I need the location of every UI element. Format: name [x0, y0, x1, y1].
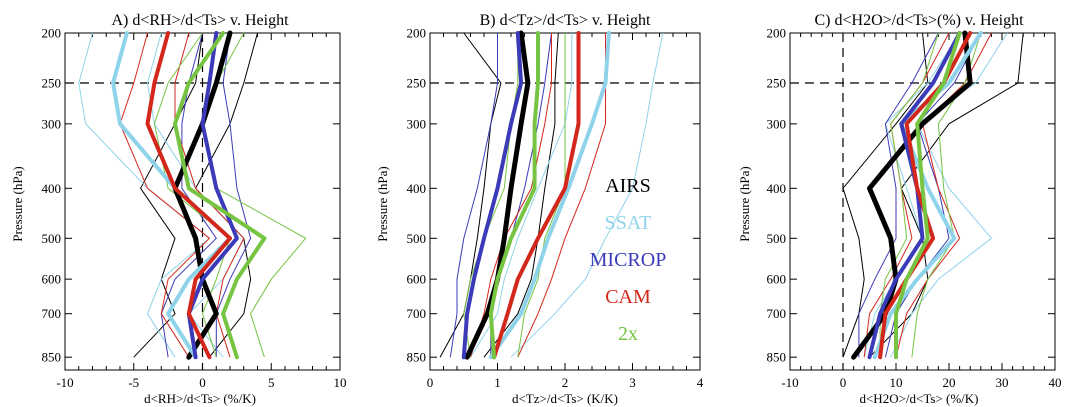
series-2x-lower-bound — [463, 33, 519, 358]
y-tick-label: 600 — [407, 272, 427, 287]
series-2x-line — [488, 31, 540, 360]
x-tick-label: 5 — [268, 375, 275, 390]
panel-a-title: A) d<RH>/d<Ts> v. Height — [111, 12, 289, 29]
y-tick-label: 400 — [42, 181, 62, 196]
x-tick-label: 0 — [840, 375, 847, 390]
x-tick-label: 10 — [890, 375, 903, 390]
y-tick-label: 300 — [407, 116, 427, 131]
series-airs-lower-bound — [842, 32, 929, 358]
x-tick-label: 20 — [943, 375, 956, 390]
y-tick-label: 850 — [42, 350, 62, 365]
panel-a-xlabel: d<RH>/d<Ts> (%/K) — [144, 391, 256, 406]
series-airs-upper-bound — [869, 32, 1024, 358]
y-tick-label: 400 — [767, 181, 787, 196]
y-tick-label: 700 — [767, 306, 787, 321]
panel-a-ylabel: Pressure (hPa) — [10, 166, 25, 241]
series-microp-line — [867, 31, 962, 360]
y-tick-label: 500 — [407, 231, 427, 246]
legend-entry-2x: 2x — [618, 323, 638, 345]
x-tick-label: 4 — [697, 375, 704, 390]
y-tick-label: 200 — [767, 26, 787, 41]
panel-b-xlabel: d<Tz>/d<Ts> (K/K) — [512, 391, 618, 406]
y-tick-label: 200 — [407, 26, 427, 41]
x-tick-label: 40 — [1049, 375, 1062, 390]
series-airs-line — [172, 30, 233, 360]
y-tick-label: 500 — [42, 231, 62, 246]
series-2x-line — [173, 31, 267, 360]
y-tick-label: 250 — [42, 75, 62, 90]
series-2x-lower-bound — [153, 32, 231, 358]
panel-c-ylabel: Pressure (hPa) — [737, 166, 752, 241]
legend-entry-ssat: SSAT — [605, 212, 652, 234]
x-tick-label: -10 — [56, 375, 73, 390]
x-tick-label: -5 — [128, 375, 139, 390]
series-ssat-lower-bound — [863, 32, 961, 358]
y-tick-label: 700 — [42, 306, 62, 321]
x-tick-label: 0 — [199, 375, 206, 390]
legend-entry-microp: MICROP — [590, 249, 667, 271]
panel-a: A) d<RH>/d<Ts> v. Height d<RH>/d<Ts> (%/… — [10, 12, 347, 406]
y-tick-label: 200 — [42, 26, 62, 41]
series-cam-lower-bound — [470, 33, 552, 358]
panel-b-plot: 0 1 2 3 4 200 250 300 400 500 600 700 850 — [407, 26, 704, 391]
y-tick-label: 400 — [407, 181, 427, 196]
y-tick-label: 850 — [767, 350, 787, 365]
y-tick-label: 850 — [407, 350, 427, 365]
series-ssat-lower-bound — [470, 33, 573, 358]
y-tick-label: 300 — [42, 116, 62, 131]
series-cam-line — [492, 31, 581, 360]
series-airs-upper-bound — [483, 32, 559, 358]
y-tick-label: 250 — [767, 75, 787, 90]
panel-b-ylabel: Pressure (hPa) — [375, 166, 390, 241]
series-cam-line — [145, 31, 232, 360]
series-microp-lower-bound — [449, 33, 498, 358]
series-ssat-upper-bound — [510, 32, 664, 358]
panel-c-xlabel: d<H2O>/d<Ts> (%/K) — [859, 391, 978, 406]
series-2x-line — [894, 31, 962, 360]
series-cam-lower-bound — [119, 32, 211, 358]
y-tick-label: 600 — [42, 272, 62, 287]
x-tick-label: 30 — [996, 375, 1009, 390]
x-tick-label: 1 — [494, 375, 501, 390]
legend-entry-airs: AIRS — [605, 175, 651, 197]
panel-c-plot: -10 0 10 20 30 40 200 250 300 400 500 600 700 850 — [767, 26, 1062, 391]
panel-a-plot: -10 -5 0 5 10 200 250 300 400 500 600 700 850 — [42, 26, 347, 391]
series-microp-line — [461, 31, 524, 360]
x-tick-label: -10 — [781, 375, 798, 390]
series-ssat-line — [488, 31, 611, 360]
series-microp-lower-bound — [858, 32, 939, 358]
x-tick-label: 10 — [334, 375, 347, 390]
panel-b-title: B) d<Tz>/d<Ts> v. Height — [480, 12, 651, 29]
series-cam-upper-bound — [174, 32, 245, 358]
y-tick-label: 300 — [767, 116, 787, 131]
x-tick-label: 0 — [427, 375, 434, 390]
panel-c-title: C) d<H2O>/d<Ts>(%) v. Height — [814, 12, 1024, 29]
y-tick-label: 700 — [407, 306, 427, 321]
y-tick-label: 600 — [767, 272, 787, 287]
y-tick-label: 250 — [407, 75, 427, 90]
series-2x-upper-bound — [517, 33, 566, 358]
x-tick-label: 3 — [629, 375, 636, 390]
series-airs-line — [464, 30, 531, 360]
series-microp-upper-bound — [215, 32, 252, 358]
series-cam-upper-bound — [517, 33, 606, 358]
panel-c: C) d<H2O>/d<Ts>(%) v. Height d<H2O>/d<Ts… — [737, 12, 1062, 406]
legend: AIRS SSAT MICROP CAM 2x — [590, 175, 667, 345]
panel-b: B) d<Tz>/d<Ts> v. Height d<Tz>/d<Ts> (K/… — [375, 12, 704, 406]
y-tick-label: 500 — [767, 231, 787, 246]
legend-entry-cam: CAM — [605, 286, 651, 308]
x-tick-label: 2 — [562, 375, 569, 390]
